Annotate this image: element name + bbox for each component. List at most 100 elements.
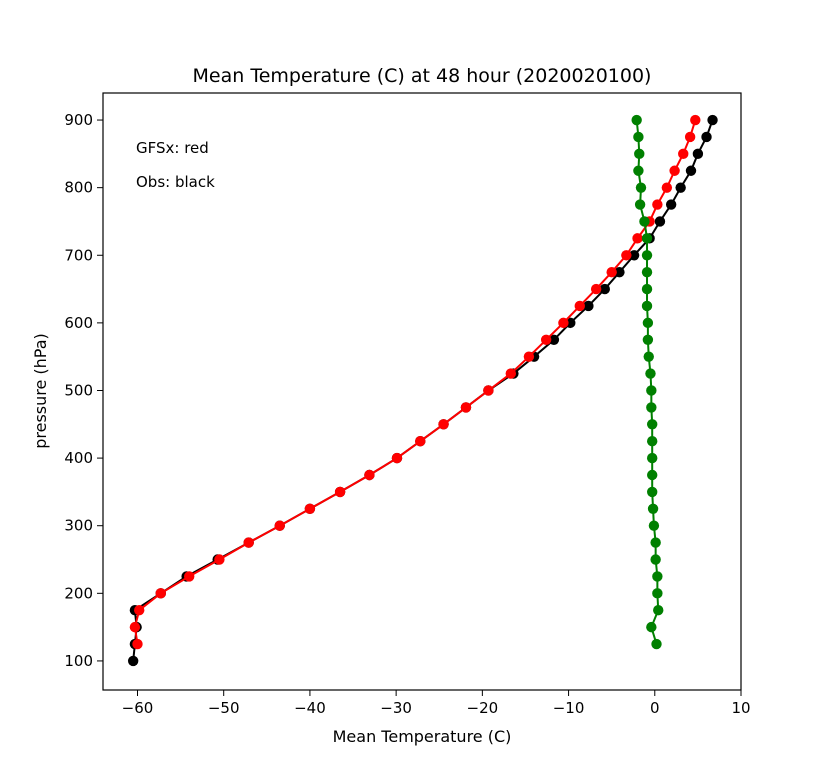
data-point <box>669 165 680 176</box>
data-point <box>184 571 195 582</box>
data-point <box>633 131 644 143</box>
data-point <box>653 605 664 616</box>
data-point <box>650 537 661 548</box>
data-point <box>654 216 666 227</box>
series-layer <box>127 114 718 667</box>
legend-annotation-gfsx: GFSx: red <box>136 139 209 157</box>
data-point <box>548 334 560 345</box>
data-point <box>646 385 657 396</box>
x-tick-label: 0 <box>650 699 660 717</box>
data-point <box>621 250 632 261</box>
data-point <box>127 655 139 667</box>
data-point <box>641 300 653 312</box>
legend-annotation-obs: Obs: black <box>136 173 215 191</box>
data-point <box>645 368 656 379</box>
data-point <box>646 486 658 498</box>
data-point <box>641 250 653 261</box>
data-point <box>639 216 650 227</box>
y-tick-label: 300 <box>64 517 93 535</box>
data-point <box>646 469 658 481</box>
tick-layer: −60 −50 −40 −30 −20 −10 0 10 100 200 300 400 500 600 7… <box>64 111 750 717</box>
data-point <box>678 148 689 160</box>
data-point <box>540 334 552 345</box>
data-point <box>628 250 640 261</box>
data-point <box>647 503 659 515</box>
data-point <box>134 605 145 616</box>
x-axis-label: Mean Temperature (C) <box>333 727 512 746</box>
data-point <box>590 283 602 295</box>
x-tick-label: −20 <box>467 699 499 717</box>
y-tick-label: 400 <box>64 449 93 467</box>
data-point <box>460 402 472 413</box>
data-point <box>701 131 712 143</box>
data-point <box>652 571 663 582</box>
y-tick-label: 100 <box>64 652 93 670</box>
data-point <box>707 114 718 126</box>
series-line <box>635 119 660 645</box>
data-point <box>646 402 657 413</box>
data-point <box>523 351 535 362</box>
data-point <box>642 317 654 329</box>
series-line <box>132 119 714 662</box>
data-point <box>583 300 594 312</box>
y-tick-label: 600 <box>64 314 93 332</box>
data-point <box>415 435 426 447</box>
data-point <box>651 638 662 650</box>
data-point <box>505 368 517 379</box>
data-point <box>646 621 657 633</box>
data-point <box>685 165 697 176</box>
data-point <box>652 588 663 599</box>
data-point <box>642 334 654 345</box>
data-point <box>634 199 646 210</box>
data-point <box>631 114 642 126</box>
data-point <box>606 266 617 278</box>
y-tick-label: 700 <box>64 246 93 264</box>
data-point <box>635 182 647 193</box>
data-point <box>648 520 660 531</box>
data-point <box>646 452 658 464</box>
data-point <box>665 199 677 210</box>
series-line <box>133 119 697 645</box>
x-tick-label: 10 <box>731 699 750 717</box>
data-point <box>155 588 166 599</box>
data-point <box>690 114 701 126</box>
data-point <box>652 199 663 210</box>
data-point <box>364 469 375 481</box>
x-tick-label: −50 <box>208 699 240 717</box>
data-point <box>646 435 658 447</box>
plot-frame <box>102 92 742 691</box>
data-point <box>438 419 449 430</box>
data-point <box>633 165 644 176</box>
data-point <box>646 419 658 430</box>
data-point <box>614 266 625 278</box>
x-tick-label: −30 <box>380 699 412 717</box>
data-point <box>483 385 494 396</box>
series-1 <box>129 114 701 650</box>
data-point <box>661 182 673 193</box>
data-point <box>650 554 661 565</box>
x-tick-label: −10 <box>553 699 585 717</box>
data-point <box>599 283 610 295</box>
data-point <box>641 233 653 244</box>
data-point <box>274 520 285 531</box>
data-point <box>129 621 141 633</box>
data-point <box>632 233 643 244</box>
data-point <box>574 300 585 312</box>
data-point <box>214 554 225 565</box>
data-point <box>641 266 653 278</box>
data-point <box>391 452 403 464</box>
data-point <box>558 317 569 329</box>
data-point <box>132 638 143 650</box>
data-point <box>643 351 654 362</box>
y-tick-label: 500 <box>64 381 93 399</box>
data-point <box>641 283 653 295</box>
series-2 <box>631 114 664 650</box>
series-0 <box>127 114 718 667</box>
y-tick-label: 200 <box>64 584 93 602</box>
y-tick-label: 900 <box>64 111 93 129</box>
y-tick-label: 800 <box>64 179 93 197</box>
data-point <box>304 503 316 515</box>
x-tick-label: −60 <box>122 699 154 717</box>
y-axis-label: pressure (hPa) <box>31 333 50 449</box>
